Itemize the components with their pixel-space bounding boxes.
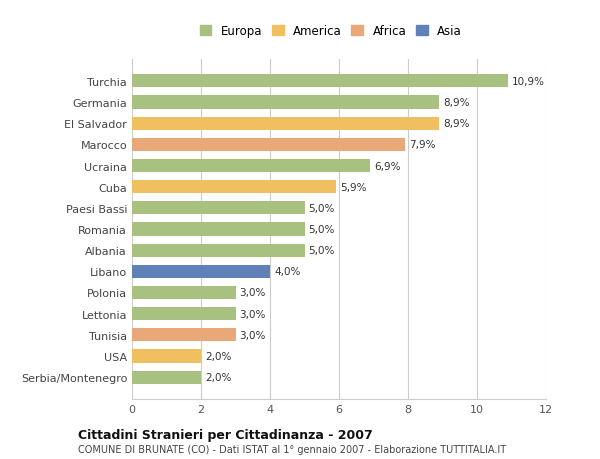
Text: 3,0%: 3,0% <box>239 288 266 298</box>
Legend: Europa, America, Africa, Asia: Europa, America, Africa, Asia <box>196 22 466 41</box>
Bar <box>132 160 370 173</box>
Bar <box>132 139 404 151</box>
Text: Cittadini Stranieri per Cittadinanza - 2007: Cittadini Stranieri per Cittadinanza - 2… <box>78 428 373 442</box>
Text: 5,0%: 5,0% <box>308 224 335 235</box>
Bar <box>132 181 335 194</box>
Bar <box>132 244 305 257</box>
Bar <box>132 223 305 236</box>
Text: 7,9%: 7,9% <box>409 140 435 150</box>
Bar <box>132 350 201 363</box>
Bar <box>132 265 270 278</box>
Text: 8,9%: 8,9% <box>443 98 470 108</box>
Text: 8,9%: 8,9% <box>443 119 470 129</box>
Bar <box>132 329 235 341</box>
Bar <box>132 308 235 320</box>
Text: 2,0%: 2,0% <box>205 351 232 361</box>
Bar <box>132 75 508 88</box>
Text: 5,9%: 5,9% <box>340 182 366 192</box>
Text: 3,0%: 3,0% <box>239 330 266 340</box>
Text: 4,0%: 4,0% <box>274 267 301 277</box>
Text: 10,9%: 10,9% <box>512 77 545 87</box>
Text: 6,9%: 6,9% <box>374 161 401 171</box>
Bar <box>132 202 305 215</box>
Text: COMUNE DI BRUNATE (CO) - Dati ISTAT al 1° gennaio 2007 - Elaborazione TUTTITALIA: COMUNE DI BRUNATE (CO) - Dati ISTAT al 1… <box>78 444 506 454</box>
Text: 5,0%: 5,0% <box>308 203 335 213</box>
Bar <box>132 286 235 299</box>
Bar <box>132 96 439 109</box>
Bar <box>132 371 201 384</box>
Bar <box>132 118 439 130</box>
Text: 5,0%: 5,0% <box>308 246 335 256</box>
Text: 3,0%: 3,0% <box>239 309 266 319</box>
Text: 2,0%: 2,0% <box>205 372 232 382</box>
